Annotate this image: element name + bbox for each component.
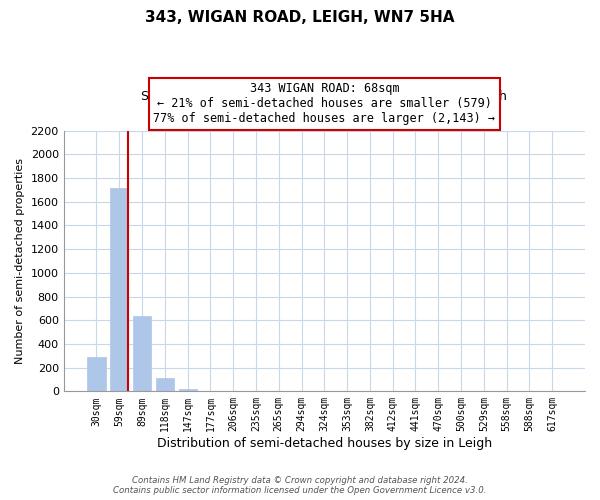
Bar: [88, 357, 106, 392]
Text: 343, WIGAN ROAD, LEIGH, WN7 5HA: 343, WIGAN ROAD, LEIGH, WN7 5HA: [145, 10, 455, 25]
Bar: [156, 378, 174, 392]
Title: Size of property relative to semi-detached houses in Leigh: Size of property relative to semi-detach…: [142, 90, 507, 103]
X-axis label: Distribution of semi-detached houses by size in Leigh: Distribution of semi-detached houses by …: [157, 437, 492, 450]
Y-axis label: Number of semi-detached properties: Number of semi-detached properties: [15, 158, 25, 364]
Bar: [110, 188, 128, 392]
Bar: [133, 316, 151, 392]
Text: Contains HM Land Registry data © Crown copyright and database right 2024.
Contai: Contains HM Land Registry data © Crown c…: [113, 476, 487, 495]
Bar: [179, 389, 197, 392]
Text: 343 WIGAN ROAD: 68sqm
← 21% of semi-detached houses are smaller (579)
77% of sem: 343 WIGAN ROAD: 68sqm ← 21% of semi-deta…: [154, 82, 496, 126]
